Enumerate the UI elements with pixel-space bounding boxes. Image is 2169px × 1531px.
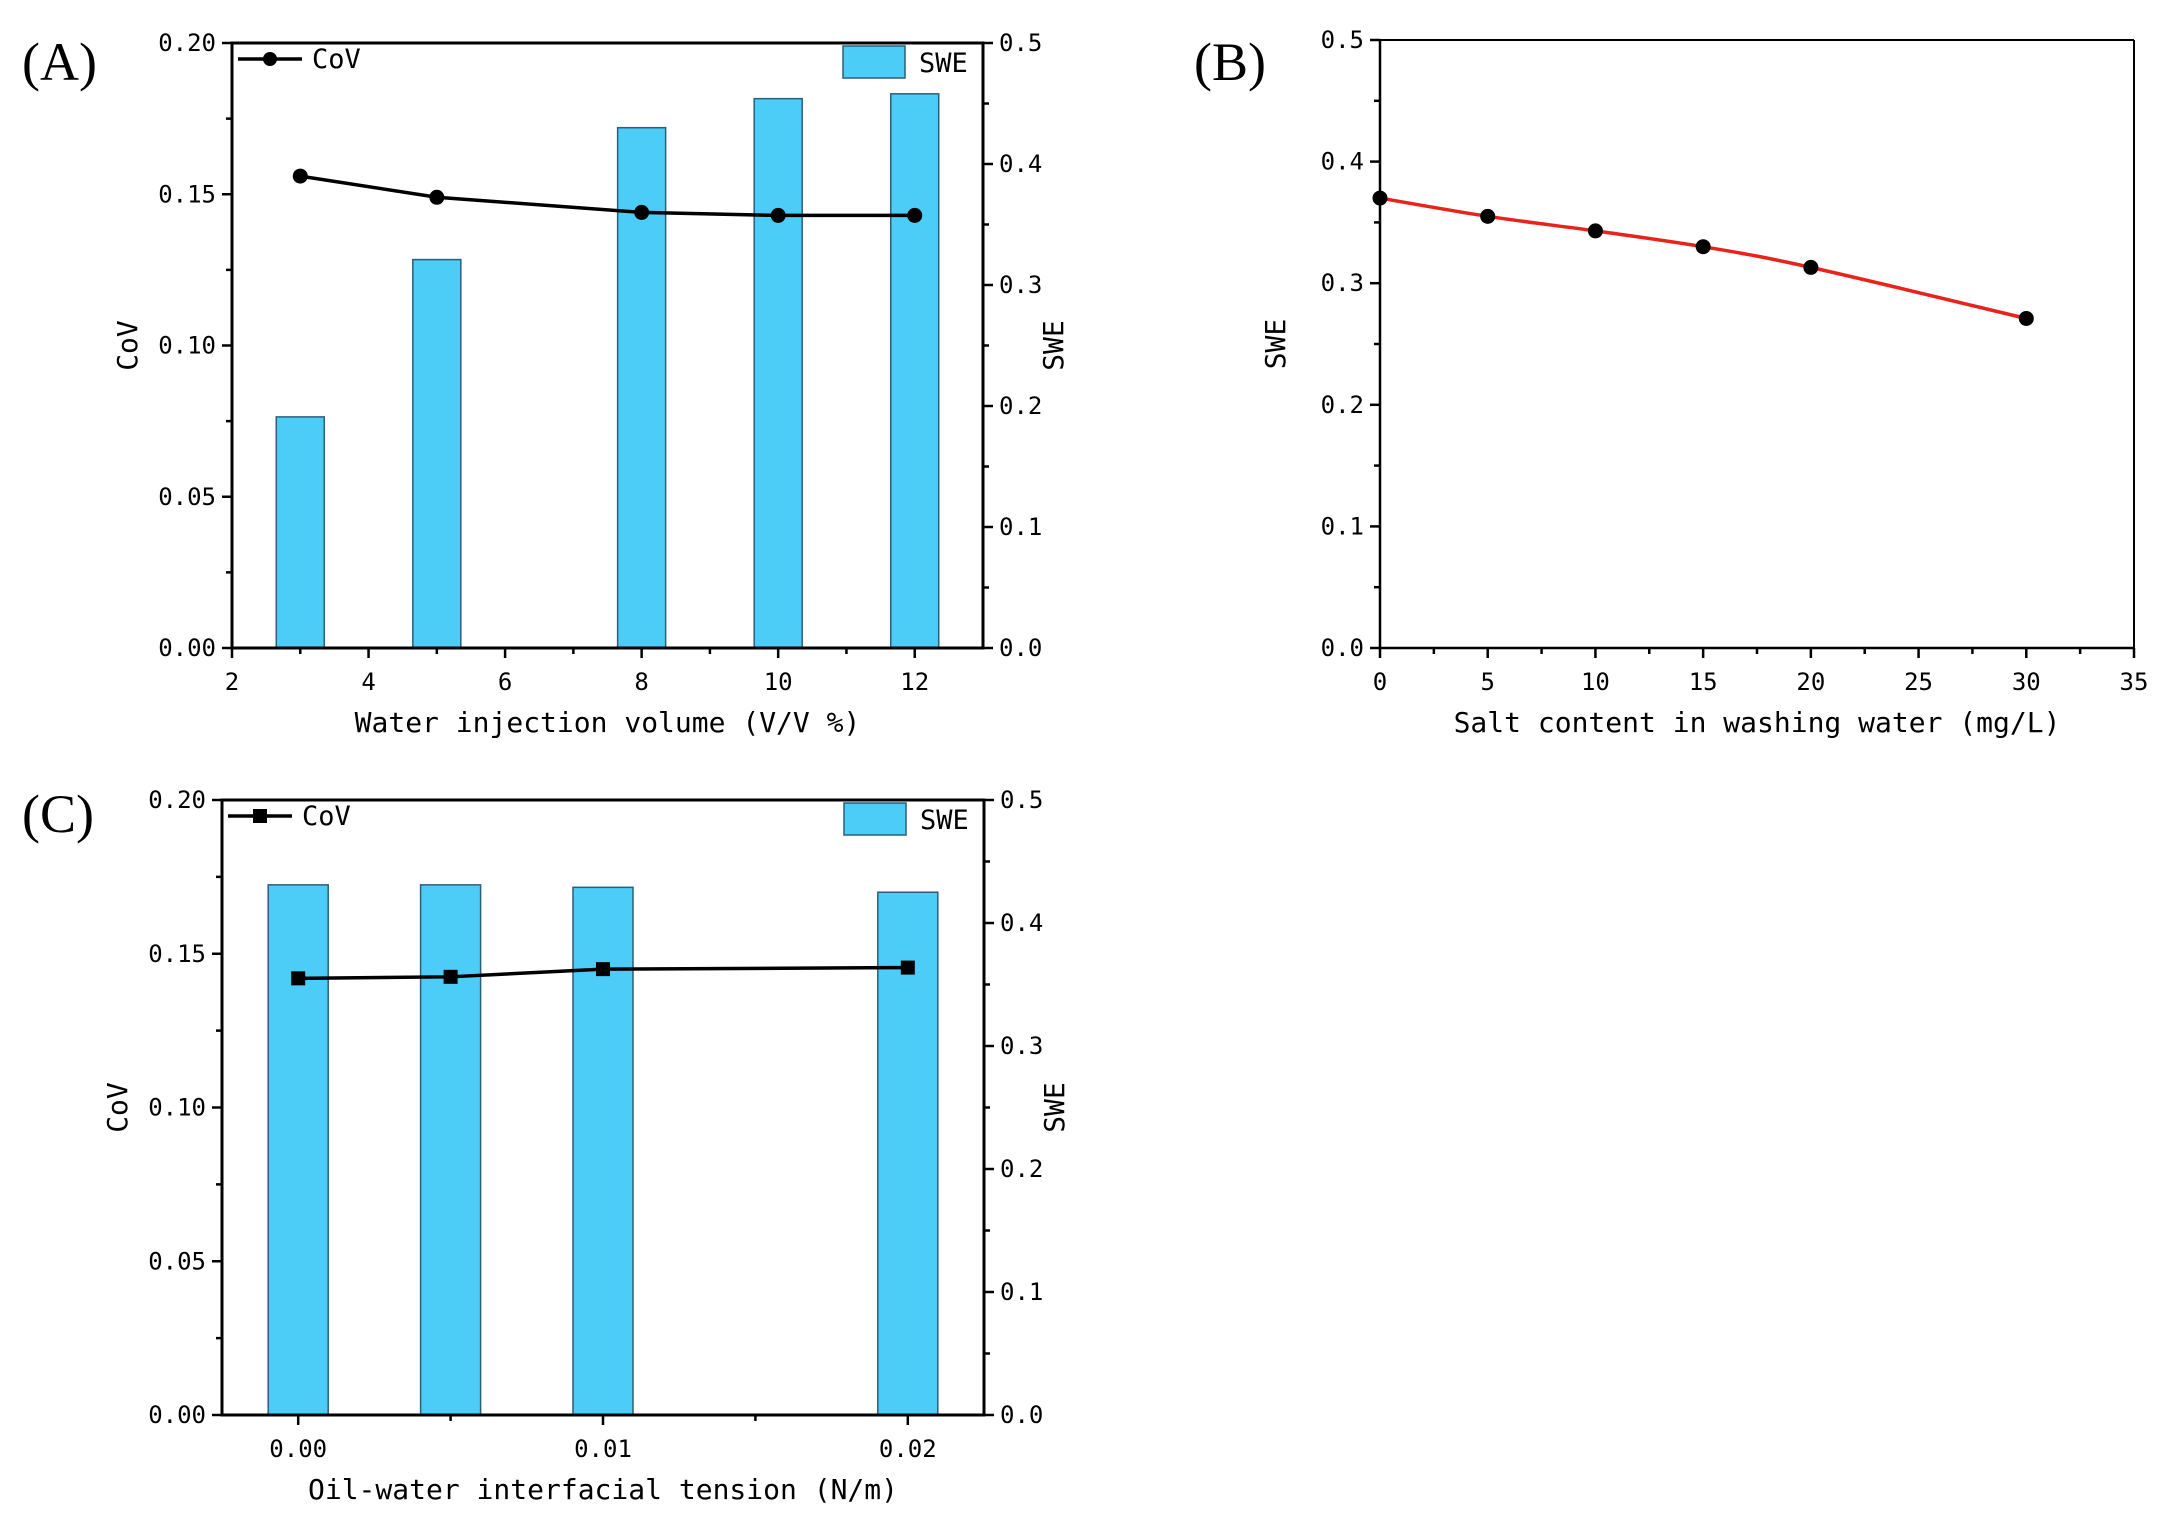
- point-cov: [443, 969, 458, 984]
- y-left-tick-label: 0.20: [148, 786, 206, 814]
- x-tick-label: 0: [1373, 668, 1387, 696]
- line-cov: [298, 965, 908, 981]
- y-left-axis-label: CoV: [101, 1082, 134, 1133]
- point-cov: [770, 207, 786, 223]
- point-cov: [634, 204, 650, 220]
- x-tick-label: 0.02: [879, 1435, 937, 1463]
- x-tick-label: 35: [2120, 668, 2149, 696]
- point-swe: [1695, 239, 1711, 255]
- y-left-tick-label: 0.00: [148, 1401, 206, 1429]
- panel-label: (C): [22, 784, 94, 844]
- y-right-tick-label: 0.4: [1000, 909, 1043, 937]
- x-tick-label: 25: [1904, 668, 1933, 696]
- y-right-axis-label: SWE: [1037, 320, 1070, 371]
- point-swe: [2018, 310, 2034, 326]
- x-axis-label: Water injection volume (V/V %): [355, 706, 861, 739]
- y-right-tick-label: 0.2: [999, 392, 1042, 420]
- panel-label: (B): [1194, 32, 1266, 92]
- bar-swe: [267, 884, 329, 1416]
- plot-frame: [230, 41, 985, 650]
- legend-swe-label: SWE: [920, 805, 969, 836]
- point-swe: [1480, 208, 1496, 224]
- x-tick-label: 15: [1689, 668, 1718, 696]
- y-right-tick-label: 0.3: [999, 271, 1042, 299]
- y-right-tick-label: 0.3: [1000, 1032, 1043, 1060]
- y-right-tick-label: 0.1: [1000, 1278, 1043, 1306]
- legend-cov: CoV: [228, 801, 351, 832]
- x-tick-label: 4: [361, 668, 375, 696]
- panel-b: (B) 0 5 10 15 20 25 30 35 0.0 0.1 0.2 0.3 0.4 0.5 Salt …: [1194, 26, 2148, 739]
- bar-swe: [889, 93, 940, 649]
- bar-swe: [419, 884, 482, 1416]
- y-right-tick-label: 0.5: [1000, 786, 1043, 814]
- x-axis-label: Oil-water interfacial tension (N/m): [308, 1473, 898, 1506]
- legend-cov-label: CoV: [312, 44, 361, 75]
- legend-cov-label: CoV: [302, 801, 351, 832]
- legend-cov: CoV: [238, 44, 361, 75]
- point-swe: [1587, 223, 1603, 239]
- y-left-tick-label: 0.20: [158, 29, 216, 57]
- x-tick-label: 0.00: [269, 1435, 327, 1463]
- bar-swe: [275, 416, 326, 649]
- y-right-tick-label: 0.0: [1000, 1401, 1043, 1429]
- y-left-tick-label: 0.15: [148, 940, 206, 968]
- legend-swe-label: SWE: [919, 48, 968, 79]
- point-swe: [1803, 259, 1819, 275]
- legend-cov-marker: [253, 809, 267, 823]
- x-tick-label: 12: [900, 668, 929, 696]
- line-cov: [300, 174, 915, 218]
- y-left-tick-label: 0.2: [1321, 391, 1364, 419]
- y-left-tick-label: 0.00: [158, 634, 216, 662]
- x-tick-label: 6: [498, 668, 512, 696]
- panel-c: (C) 0.00 0.01 0.02 0.00 0.05 0.10 0.15 0.20 0.0 0.…: [22, 784, 1071, 1506]
- y-left-tick-label: 0.05: [148, 1247, 206, 1275]
- legend-swe: SWE: [843, 802, 969, 836]
- bar-swe: [753, 97, 803, 649]
- point-cov: [907, 207, 923, 223]
- x-tick-label: 8: [634, 668, 648, 696]
- y-right-tick-label: 0.1: [999, 513, 1042, 541]
- bar-swe: [877, 891, 939, 1416]
- y-left-tick-label: 0.3: [1321, 269, 1364, 297]
- y-right-tick-label: 0.2: [1000, 1155, 1043, 1183]
- x-tick-label: 0.01: [574, 1435, 632, 1463]
- y-left-tick-label: 0.05: [158, 483, 216, 511]
- x-tick-label: 10: [764, 668, 793, 696]
- panel-a: (A) 2 4 6 8 10 12 0.00 0.05 0.10 0.15 0.20 0.0 0.1 0.2…: [22, 29, 1070, 739]
- x-tick-label: 30: [2012, 668, 2041, 696]
- y-left-tick-label: 0.15: [158, 180, 216, 208]
- legend-swe-swatch: [842, 45, 906, 79]
- point-cov: [900, 960, 915, 975]
- y-right-tick-label: 0.5: [999, 29, 1042, 57]
- y-left-axis-label: SWE: [1259, 319, 1292, 370]
- y-left-tick-label: 0.10: [148, 1094, 206, 1122]
- y-right-tick-label: 0.4: [999, 150, 1042, 178]
- y-left-tick-label: 0.1: [1321, 512, 1364, 540]
- y-left-tick-label: 0.10: [158, 332, 216, 360]
- legend-swe: SWE: [842, 45, 968, 79]
- legend-cov-marker: [263, 52, 277, 66]
- x-tick-label: 5: [1480, 668, 1494, 696]
- point-cov: [291, 971, 306, 986]
- x-axis-label: Salt content in washing water (mg/L): [1454, 706, 2061, 739]
- x-tick-label: 10: [1581, 668, 1610, 696]
- point-cov: [596, 962, 610, 977]
- x-tick-label: 20: [1796, 668, 1825, 696]
- y-left-tick-label: 0.5: [1321, 26, 1364, 54]
- y-left-tick-label: 0.4: [1321, 148, 1364, 176]
- bar-swe: [412, 258, 462, 649]
- x-tick-label: 2: [225, 668, 239, 696]
- y-left-axis-label: CoV: [111, 320, 144, 371]
- y-left-tick-label: 0.0: [1321, 634, 1364, 662]
- line-swe: [1379, 196, 2027, 321]
- point-cov: [429, 189, 445, 205]
- point-cov: [292, 168, 308, 184]
- y-right-tick-label: 0.0: [999, 634, 1042, 662]
- panel-label: (A): [22, 32, 97, 92]
- y-right-axis-label: SWE: [1038, 1082, 1071, 1133]
- legend-swe-swatch: [843, 802, 907, 836]
